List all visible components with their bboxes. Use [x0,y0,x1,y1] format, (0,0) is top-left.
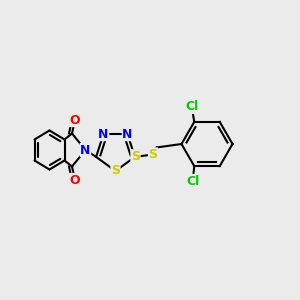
Text: N: N [80,143,91,157]
Text: N: N [98,128,109,141]
Text: N: N [122,128,133,141]
Text: O: O [70,173,80,187]
Text: S: S [111,164,120,178]
Text: S: S [131,150,140,163]
Text: O: O [70,113,80,127]
Text: S: S [148,148,158,161]
Text: Cl: Cl [185,100,199,113]
Text: Cl: Cl [186,175,200,188]
